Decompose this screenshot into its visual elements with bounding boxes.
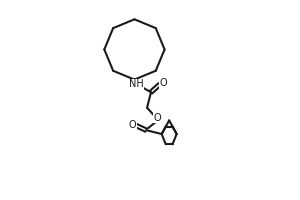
Text: NH: NH: [129, 79, 144, 89]
Text: O: O: [154, 112, 162, 122]
Text: O: O: [159, 78, 166, 88]
Text: O: O: [128, 120, 136, 130]
